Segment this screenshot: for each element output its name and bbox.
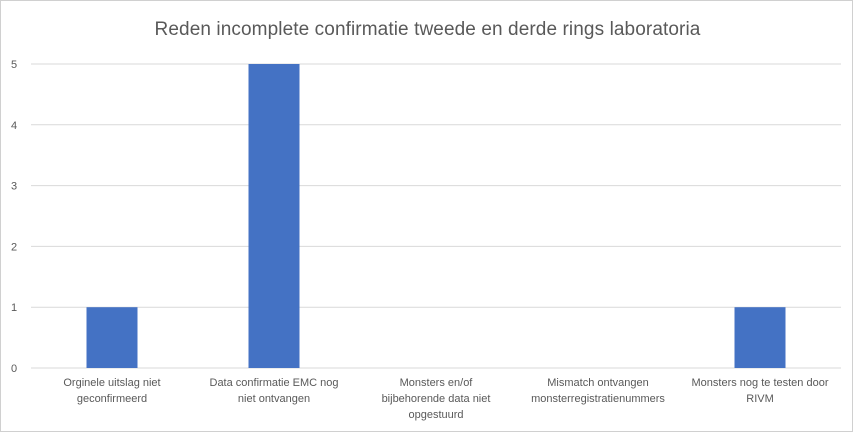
y-tick-label-3: 3 bbox=[11, 181, 17, 193]
chart-title: Reden incomplete confirmatie tweede en d… bbox=[154, 19, 701, 40]
x-tick-label-2: Data confirmatie EMC nog niet ontvangen bbox=[210, 377, 339, 405]
x-tick-label-3: Monsters en/of bijbehorende data niet opge… bbox=[382, 377, 491, 421]
bar-5 bbox=[734, 307, 786, 368]
bar-2 bbox=[248, 64, 300, 368]
x-tick-label-1: Orginele uitslag niet geconfirmeerd bbox=[63, 377, 160, 405]
y-tick-label-1: 1 bbox=[11, 302, 17, 314]
x-tick-label-4: Mismatch ontvangen monsterregistratienumm… bbox=[531, 377, 665, 405]
y-tick-label-0: 0 bbox=[11, 363, 17, 375]
y-tick-label-2: 2 bbox=[11, 241, 17, 253]
bar-1 bbox=[86, 307, 138, 368]
y-tick-label-4: 4 bbox=[11, 120, 17, 132]
x-tick-label-5: Monsters nog te testen door RIVM bbox=[692, 377, 829, 405]
y-tick-label-5: 5 bbox=[11, 59, 17, 71]
